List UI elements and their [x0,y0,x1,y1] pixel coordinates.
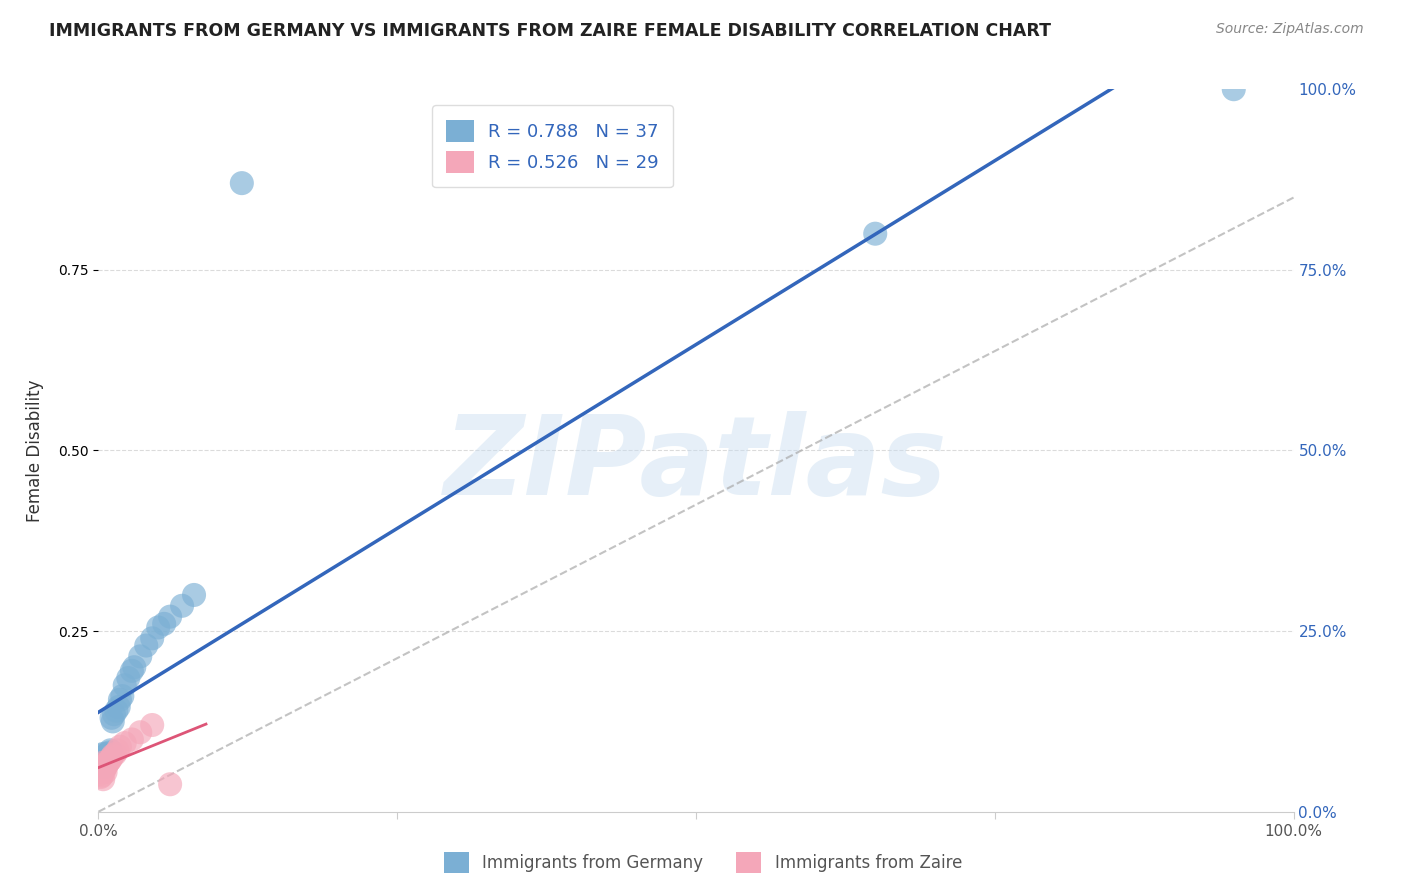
Point [98,746,121,760]
Legend: R = 0.788   N = 37, R = 0.526   N = 29: R = 0.788 N = 37, R = 0.526 N = 29 [432,105,673,187]
Point [148,620,170,634]
Point [159,609,181,624]
Point [91,772,114,787]
Point [107,743,129,757]
Point [231,176,253,190]
Point [89,750,111,764]
Point [108,692,131,706]
Point [89,767,111,781]
Point [124,660,146,674]
Point [100,711,122,725]
Point [98,754,121,768]
Point [104,747,127,761]
Point [121,664,143,678]
Point [89,761,111,775]
Point [101,714,124,729]
Point [108,739,131,754]
Point [141,718,163,732]
Point [93,761,115,775]
Point [89,764,111,779]
Y-axis label: Female Disability: Female Disability [27,379,44,522]
Point [90,770,112,784]
Point [94,760,117,774]
Point [93,763,115,777]
Point [98,743,122,757]
Point [97,756,120,770]
Point [135,639,157,653]
Point [121,732,143,747]
Point [103,707,125,722]
Point [90,760,112,774]
Point [90,763,112,777]
Point [141,632,163,646]
Legend: Immigrants from Germany, Immigrants from Zaire: Immigrants from Germany, Immigrants from… [437,846,969,880]
Point [94,764,117,779]
Point [90,756,112,770]
Point [94,750,117,764]
Point [101,748,124,763]
Point [98,753,122,767]
Point [1223,82,1246,96]
Point [90,748,112,763]
Point [107,700,129,714]
Point [93,756,115,770]
Point [91,757,114,772]
Point [94,754,117,768]
Point [91,756,114,770]
Point [96,748,118,763]
Point [172,599,194,613]
Point [93,760,115,774]
Point [91,754,114,768]
Point [91,753,114,767]
Point [153,616,176,631]
Point [111,689,134,703]
Point [114,678,136,692]
Point [91,747,114,761]
Point [97,747,120,761]
Point [100,750,122,764]
Text: ZIPatlas: ZIPatlas [444,411,948,518]
Point [91,764,114,779]
Text: IMMIGRANTS FROM GERMANY VS IMMIGRANTS FROM ZAIRE FEMALE DISABILITY CORRELATION C: IMMIGRANTS FROM GERMANY VS IMMIGRANTS FR… [49,22,1052,40]
Point [865,227,887,241]
Point [159,777,181,791]
Point [117,671,139,685]
Text: Source: ZipAtlas.com: Source: ZipAtlas.com [1216,22,1364,37]
Point [91,769,114,783]
Point [183,588,205,602]
Point [114,736,136,750]
Point [105,704,128,718]
Point [129,649,152,664]
Point [129,725,152,739]
Point [91,757,114,772]
Point [96,757,118,772]
